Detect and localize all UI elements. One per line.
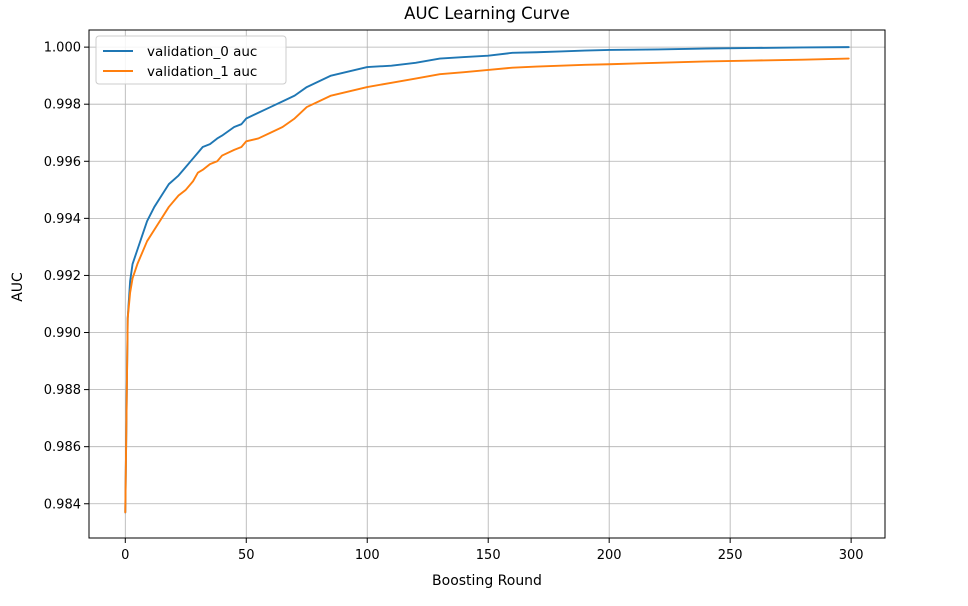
y-tick-label: 0.986 [44,440,81,455]
legend: validation_0 auc validation_1 auc [95,35,287,85]
x-tick-label: 50 [238,548,255,563]
legend-entry-2: validation_1 auc [147,64,257,80]
y-axis-label: AUC [10,272,26,302]
y-axis-ticks: 0.984 0.986 0.988 0.990 0.992 0.994 0.996 0.998… [44,41,89,512]
x-tick-label: 300 [839,548,864,563]
x-tick-label: 200 [597,548,622,563]
series-line-2 [124,57,850,514]
x-tick-label: 0 [121,548,129,563]
series-line-1 [124,46,850,514]
y-tick-label: 0.994 [44,212,81,227]
plot-area-frame [88,29,886,539]
legend-box [95,35,287,85]
legend-entry-1: validation_0 auc [147,44,257,60]
y-tick-label: 0.988 [44,383,81,398]
x-tick-label: 250 [718,548,743,563]
series-layer [124,46,850,514]
x-axis-ticks: 0 50 100 150 200 250 300 [121,538,864,563]
y-tick-label: 0.996 [44,155,81,170]
x-axis-label: Boosting Round [432,573,542,589]
y-tick-label: 1.000 [44,41,81,56]
grid-lines [89,30,885,538]
chart-title: AUC Learning Curve [404,4,570,23]
y-tick-label: 0.984 [44,497,81,512]
y-tick-label: 0.990 [44,326,81,341]
x-tick-label: 100 [355,548,380,563]
y-tick-label: 0.992 [44,269,81,284]
x-tick-label: 150 [476,548,501,563]
y-tick-label: 0.998 [44,98,81,113]
